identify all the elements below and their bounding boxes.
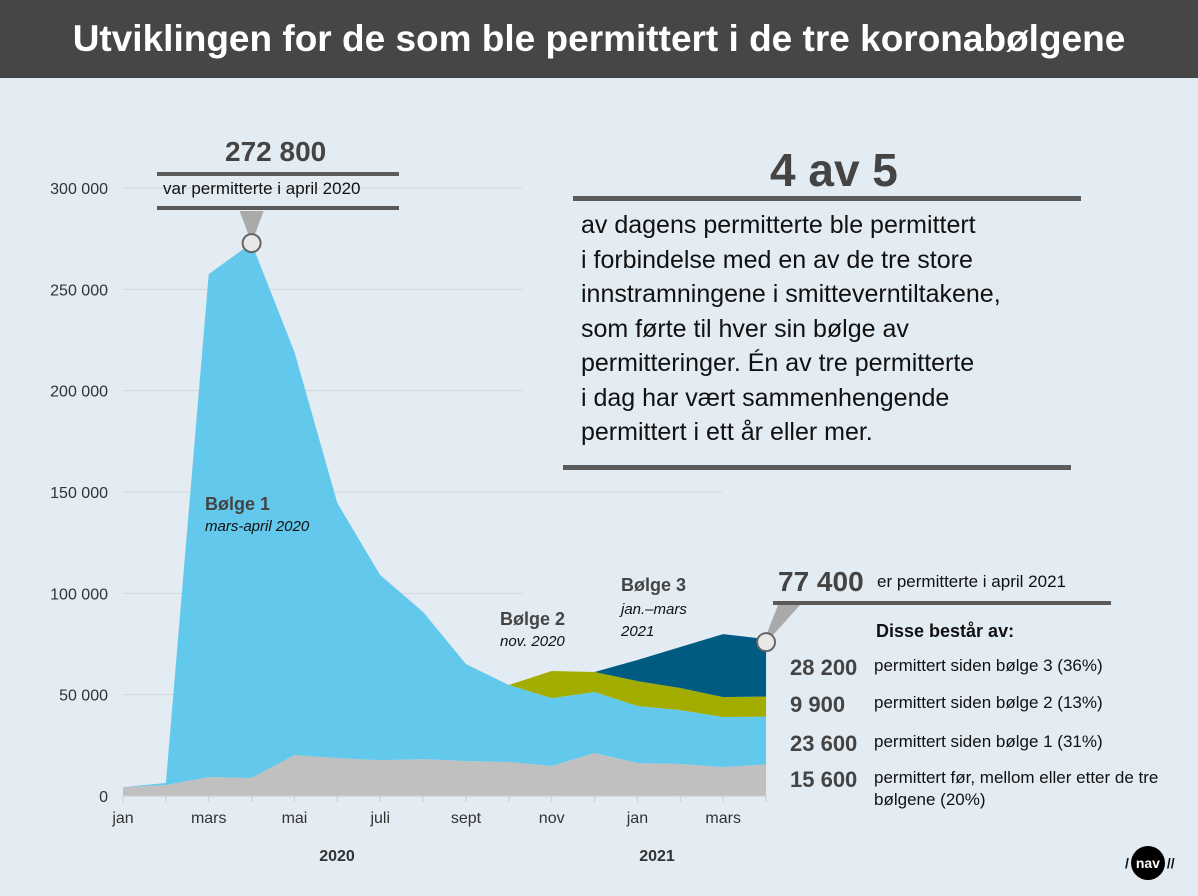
- item-label: permittert siden bølge 2 (13%): [874, 693, 1103, 712]
- x-tick-label: jan: [111, 810, 133, 827]
- wave-period: mars-april 2020: [205, 518, 310, 535]
- page-title: Utviklingen for de som ble permittert i …: [0, 0, 1198, 78]
- breakdown-item: 15 600 permittert før, mellom eller etter…: [790, 767, 1174, 811]
- current-label: er permitterte i april 2021: [877, 572, 1066, 591]
- callout-pointer: [767, 605, 800, 637]
- y-tick-label: 100 000: [50, 586, 108, 603]
- x-tick-label: jan: [626, 810, 648, 827]
- wave-period: nov. 2020: [500, 633, 565, 650]
- year-label: 2020: [319, 848, 355, 865]
- callout-pointer: [239, 211, 264, 236]
- current-value: 77 400: [778, 566, 864, 597]
- peak-label: var permitterte i april 2020: [163, 179, 361, 198]
- area-series-0: [123, 753, 767, 796]
- text-line: permittert i ett år eller mer.: [581, 418, 873, 446]
- divider: [157, 172, 399, 176]
- item-label: permittert før, mellom eller etter de tr…: [874, 768, 1159, 809]
- peak-marker: [241, 233, 262, 254]
- x-tick-label: mars: [705, 810, 741, 827]
- year-label: 2021: [639, 848, 675, 865]
- wave-name: Bølge 1: [205, 494, 271, 514]
- wave3-label: Bølge 3 jan.–mars 2021: [621, 575, 711, 643]
- y-tick-label: 150 000: [50, 485, 108, 502]
- divider: [573, 196, 1081, 201]
- area-series-3: [594, 634, 767, 698]
- peak-value: 272 800: [225, 136, 327, 167]
- text-line: av dagens permitterte ble permittert: [581, 211, 976, 239]
- divider: [773, 601, 1111, 605]
- x-tick-label: nov: [539, 810, 565, 827]
- x-tick-label: sept: [451, 810, 482, 827]
- item-label: permittert siden bølge 3 (36%): [874, 656, 1103, 675]
- wave-period: jan.–mars 2021: [621, 601, 687, 640]
- y-tick-label: 0: [99, 789, 108, 806]
- headline-value: 4 av 5: [770, 144, 898, 196]
- text-line: innstramningene i smitteverntiltakene,: [581, 280, 1001, 308]
- y-tick-label: 50 000: [59, 688, 108, 705]
- y-tick-label: 300 000: [50, 181, 108, 198]
- y-tick-label: 250 000: [50, 282, 108, 299]
- current-marker: [756, 632, 777, 653]
- x-tick-label: mai: [282, 810, 308, 827]
- item-label: permittert siden bølge 1 (31%): [874, 732, 1103, 751]
- item-value: 28 200: [790, 655, 858, 680]
- area-series-2: [508, 670, 767, 717]
- wave-name: Bølge 3: [621, 575, 687, 595]
- headline-text: av dagens permitterte ble permittert i f…: [581, 208, 1001, 450]
- breakdown-item: 9 900 permittert siden bølge 2 (13%): [790, 692, 1103, 718]
- divider: [563, 465, 1071, 470]
- nav-logo: / nav //: [1125, 846, 1175, 880]
- text-line: i forbindelse med en av de tre store: [581, 245, 973, 274]
- wave1-label: Bølge 1 mars-april 2020: [205, 494, 309, 535]
- x-tick-label: juli: [369, 810, 390, 827]
- logo-text: nav: [1130, 846, 1165, 880]
- wave2-label: Bølge 2 nov. 2020: [500, 609, 565, 650]
- item-value: 15 600: [790, 767, 858, 792]
- wave-name: Bølge 2: [500, 609, 566, 629]
- divider: [157, 206, 399, 210]
- x-tick-label: mars: [191, 810, 227, 827]
- breakdown-title: Disse består av:: [876, 621, 1015, 641]
- item-value: 9 900: [790, 692, 846, 717]
- breakdown-item: 23 600 permittert siden bølge 1 (31%): [790, 731, 1103, 757]
- text-line: som førte til hver sin bølge av: [581, 314, 909, 343]
- text-line: i dag har vært sammenhengende: [581, 383, 950, 412]
- y-tick-label: 200 000: [50, 384, 108, 401]
- text-line: permitteringer. Én av tre permitterte: [581, 349, 975, 377]
- breakdown-item: 28 200 permittert siden bølge 3 (36%): [790, 655, 1103, 681]
- item-value: 23 600: [790, 731, 858, 756]
- area-series-1: [123, 243, 767, 788]
